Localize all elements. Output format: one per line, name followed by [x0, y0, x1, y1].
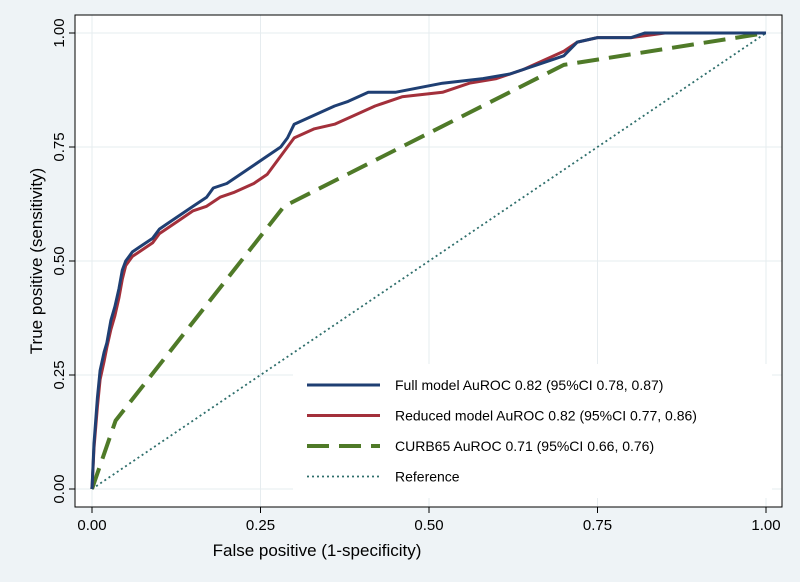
x-tick-label: 0.25 [246, 517, 275, 534]
legend-label: Reduced model AuROC 0.82 (95%CI 0.77, 0.… [395, 408, 697, 424]
legend: Full model AuROC 0.82 (95%CI 0.78, 0.87)… [293, 364, 772, 498]
x-tick-label: 0.50 [414, 517, 443, 534]
series-line-3 [91, 32, 767, 490]
series-line-0 [90, 31, 766, 490]
y-tick-label: 1.00 [51, 18, 68, 47]
x-tick-label: 1.00 [751, 517, 780, 534]
y-tick-label: 0.75 [51, 132, 68, 161]
series-lines [90, 31, 767, 490]
series-line-2 [90, 31, 767, 490]
y-axis-title: True positive (sensitivity) [27, 168, 46, 354]
y-tick-label: 0.00 [51, 474, 68, 503]
y-tick-label: 0.25 [51, 360, 68, 389]
x-axis: 0.00 0.25 0.50 0.75 1.00 [77, 507, 781, 534]
legend-label: CURB65 AuROC 0.71 (95%CI 0.66, 0.76) [395, 438, 654, 454]
y-tick-label: 0.50 [51, 246, 68, 275]
x-axis-title: False positive (1-specificity) [213, 541, 422, 560]
legend-label: Reference [395, 469, 460, 485]
y-axis: 0.00 0.25 0.50 0.75 1.00 [51, 18, 75, 504]
x-tick-label: 0.75 [583, 517, 612, 534]
x-tick-label: 0.00 [77, 517, 106, 534]
legend-label: Full model AuROC 0.82 (95%CI 0.78, 0.87) [395, 377, 663, 393]
